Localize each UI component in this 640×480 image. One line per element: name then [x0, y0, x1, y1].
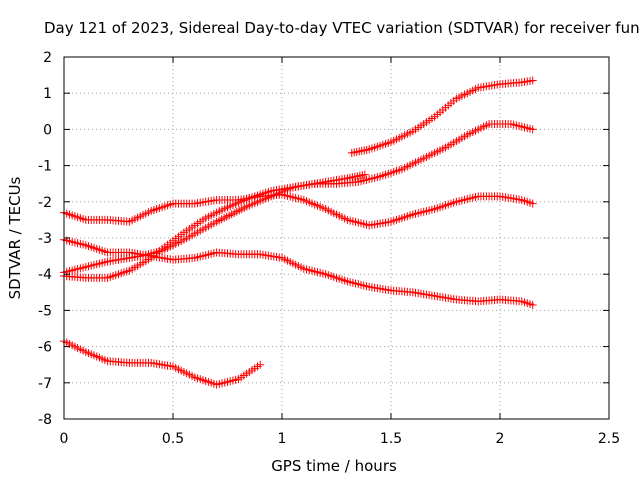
y-tick-label: -3 — [38, 231, 52, 247]
axis-ticks: 0 0.5 1 1.5 2 2.5 -8 -7 -6 -5 -4 -3 -2 -1 0 1 2 — [38, 50, 620, 447]
y-tick-label: -5 — [38, 303, 52, 319]
x-tick-label: 2 — [496, 431, 505, 447]
series-track-4 — [60, 235, 537, 309]
x-axis-title: GPS time / hours — [271, 457, 397, 475]
x-tick-label: 0.5 — [162, 431, 184, 447]
x-tick-label: 2.5 — [598, 431, 620, 447]
data-point — [528, 199, 537, 208]
y-tick-label: -1 — [38, 159, 52, 175]
data-point — [528, 125, 537, 134]
x-tick-label: 0 — [60, 431, 69, 447]
y-tick-label: -8 — [38, 412, 52, 428]
y-tick-label: 1 — [43, 86, 52, 102]
y-tick-label: 2 — [43, 50, 52, 66]
y-tick-label: 0 — [43, 122, 52, 138]
series-track-5 — [60, 337, 265, 389]
data-point — [528, 300, 537, 309]
y-tick-label: -7 — [38, 376, 52, 392]
y-axis-title: SDTVAR / TECUs — [6, 176, 24, 299]
data-point — [528, 76, 537, 85]
series-track-3 — [60, 190, 537, 230]
y-tick-label: -4 — [38, 267, 52, 283]
data-point — [360, 170, 369, 179]
x-tick-label: 1 — [278, 431, 287, 447]
data-point — [256, 360, 265, 369]
x-tick-label: 1.5 — [380, 431, 402, 447]
series-track-6 — [347, 76, 537, 157]
y-tick-label: -2 — [38, 195, 52, 211]
y-tick-label: -6 — [38, 340, 52, 356]
plot-data — [60, 76, 537, 389]
chart-title: Day 121 of 2023, Sidereal Day-to-day VTE… — [44, 19, 640, 37]
